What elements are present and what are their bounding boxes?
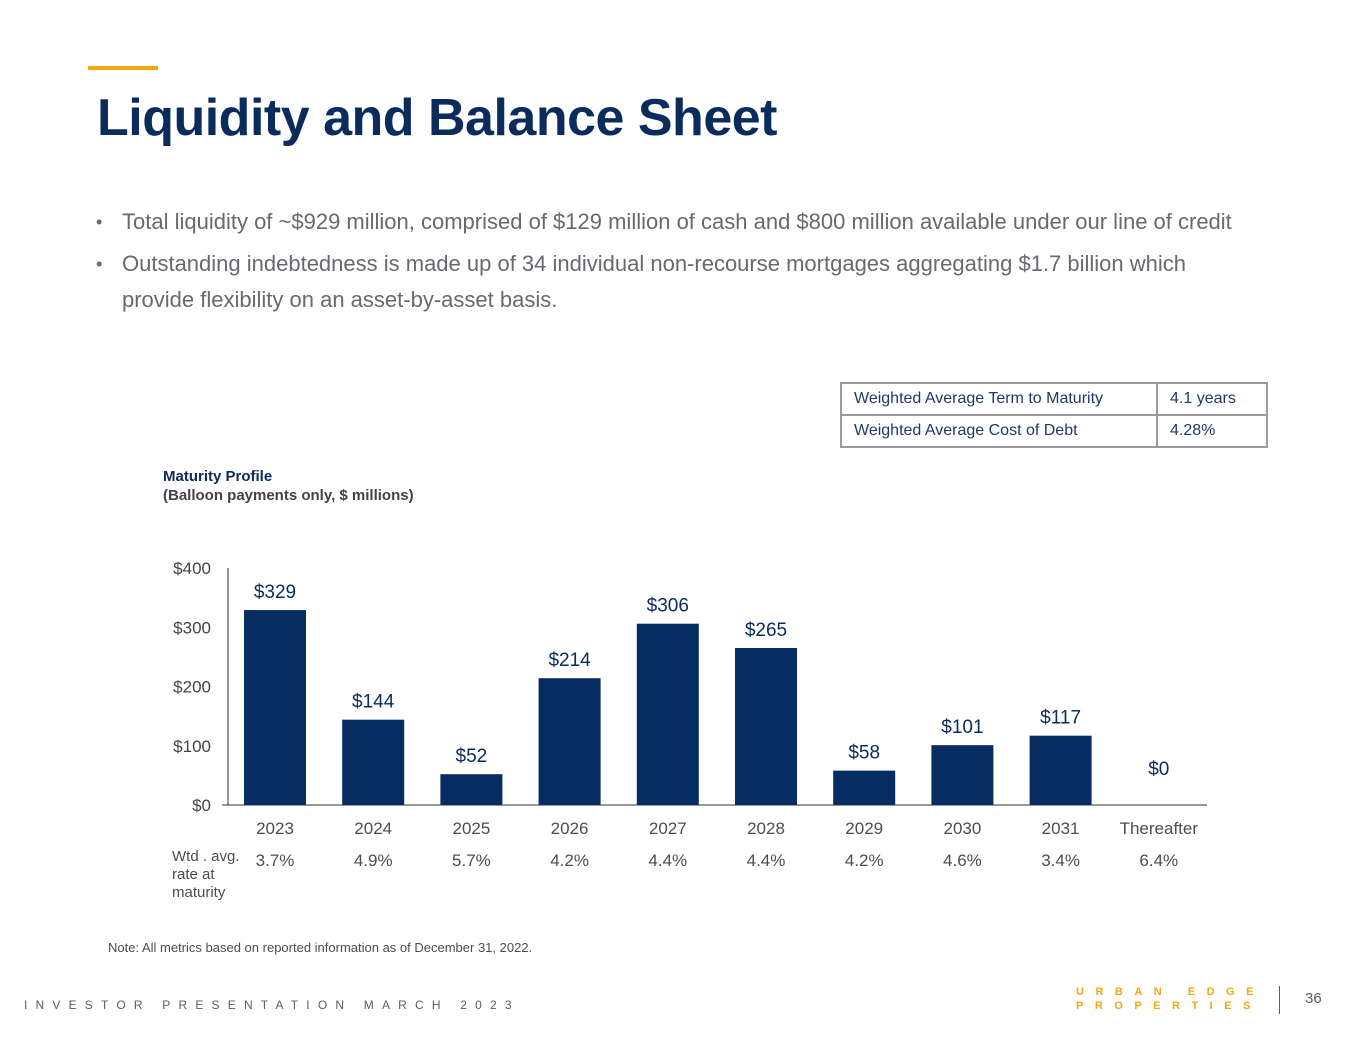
data-label: $265 bbox=[745, 620, 787, 641]
data-label: $144 bbox=[352, 692, 395, 713]
logo-line-1: URBAN EDGE bbox=[1076, 986, 1265, 998]
company-logo: URBAN EDGE PROPERTIES bbox=[1076, 985, 1265, 1013]
bullet-text: Total liquidity of ~$929 million, compri… bbox=[122, 209, 1232, 234]
table-row: Weighted Average Term to Maturity 4.1 ye… bbox=[840, 382, 1268, 416]
y-tick-label: $400 bbox=[173, 559, 211, 578]
metric-label: Weighted Average Term to Maturity bbox=[840, 382, 1158, 416]
rate-value: 4.2% bbox=[845, 851, 884, 870]
chart-subtitle: (Balloon payments only, $ millions) bbox=[163, 487, 414, 504]
metric-value: 4.28% bbox=[1156, 414, 1268, 448]
data-label: $329 bbox=[254, 582, 296, 603]
data-label: $117 bbox=[1040, 708, 1081, 729]
rate-value: 6.4% bbox=[1139, 851, 1178, 870]
bullet-marker: • bbox=[96, 254, 103, 274]
bullet-text: Outstanding indebtedness is made up of 3… bbox=[122, 251, 1187, 312]
metrics-table: Weighted Average Term to Maturity 4.1 ye… bbox=[840, 382, 1268, 448]
footnote: Note: All metrics based on reported info… bbox=[108, 940, 533, 955]
x-tick-label: 2031 bbox=[1042, 819, 1080, 838]
x-tick-label: 2027 bbox=[649, 819, 687, 838]
rate-value: 4.4% bbox=[648, 851, 687, 870]
chart-title: Maturity Profile bbox=[163, 468, 273, 485]
page-number: 36 bbox=[1305, 990, 1322, 1007]
rate-value: 4.2% bbox=[550, 851, 589, 870]
x-tick-label: 2024 bbox=[354, 819, 392, 838]
table-row: Weighted Average Cost of Debt 4.28% bbox=[840, 414, 1268, 448]
x-tick-label: 2030 bbox=[943, 819, 981, 838]
rate-value: 3.7% bbox=[256, 851, 295, 870]
rate-value: 4.9% bbox=[354, 851, 393, 870]
x-tick-label: 2029 bbox=[845, 819, 883, 838]
rate-value: 3.4% bbox=[1041, 851, 1080, 870]
bar bbox=[931, 745, 994, 805]
bullet-list: • Total liquidity of ~$929 million, comp… bbox=[96, 208, 1256, 328]
data-label: $214 bbox=[548, 650, 591, 671]
data-label: $58 bbox=[848, 743, 880, 764]
footer-divider bbox=[1279, 986, 1280, 1014]
bar bbox=[833, 770, 896, 805]
bullet-item: • Total liquidity of ~$929 million, comp… bbox=[96, 208, 1256, 236]
x-tick-label: 2026 bbox=[551, 819, 589, 838]
bar bbox=[440, 774, 503, 805]
rate-value: 4.6% bbox=[943, 851, 982, 870]
logo-line-2: PROPERTIES bbox=[1076, 1000, 1262, 1012]
x-tick-label: 2023 bbox=[256, 819, 294, 838]
x-tick-label: 2025 bbox=[452, 819, 490, 838]
y-tick-label: $100 bbox=[173, 737, 211, 756]
bar bbox=[244, 610, 306, 805]
bullet-marker: • bbox=[96, 212, 103, 232]
data-label: $52 bbox=[456, 746, 488, 767]
bar bbox=[735, 647, 797, 805]
bar bbox=[342, 719, 405, 805]
y-tick-label: $200 bbox=[173, 678, 211, 697]
title-accent-bar bbox=[88, 66, 158, 70]
y-tick-label: $300 bbox=[173, 618, 211, 637]
data-label: $101 bbox=[941, 717, 983, 738]
bullet-item: • Outstanding indebtedness is made up of… bbox=[96, 246, 1256, 318]
data-label: $306 bbox=[647, 596, 689, 617]
footer-presentation-title: INVESTOR PRESENTATION MARCH 2023 bbox=[24, 998, 520, 1012]
rate-value: 5.7% bbox=[452, 851, 491, 870]
rate-value: 4.4% bbox=[747, 851, 786, 870]
bar bbox=[636, 623, 699, 805]
data-label: $0 bbox=[1148, 759, 1169, 780]
metric-value: 4.1 years bbox=[1156, 382, 1268, 416]
bar bbox=[538, 678, 601, 805]
bar bbox=[1029, 735, 1092, 805]
x-tick-label: Thereafter bbox=[1120, 819, 1199, 838]
rate-row-label: Wtd . avg. rate at maturity bbox=[172, 848, 240, 901]
y-tick-label: $0 bbox=[192, 796, 211, 815]
page-title: Liquidity and Balance Sheet bbox=[97, 89, 777, 147]
metric-label: Weighted Average Cost of Debt bbox=[840, 414, 1158, 448]
x-tick-label: 2028 bbox=[747, 819, 785, 838]
